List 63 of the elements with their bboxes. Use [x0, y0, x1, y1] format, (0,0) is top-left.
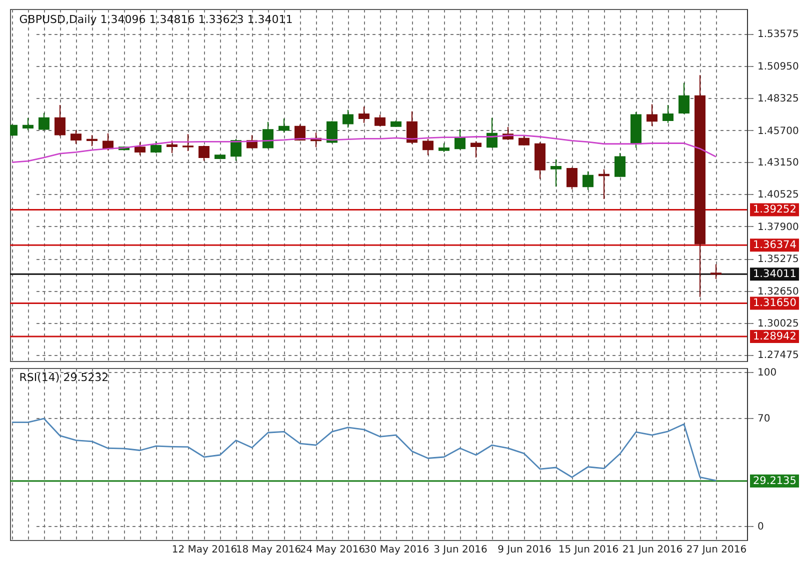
- ref-line-label: 29.2135: [753, 475, 796, 488]
- candlestick: [454, 128, 466, 150]
- x-tick-label: 15 Jun 2016: [558, 544, 619, 556]
- y-tick-label: 1.50950: [758, 61, 799, 72]
- ref-line-label: 1.31650: [753, 297, 796, 310]
- candlestick: [326, 120, 338, 144]
- x-tick-label: 9 Jun 2016: [498, 544, 552, 556]
- chart-title: GBPUSD,Daily 1.34096 1.34816 1.33623 1.34011: [19, 13, 293, 26]
- candlestick: [38, 112, 50, 131]
- candlestick: [230, 138, 242, 162]
- candlestick: [86, 134, 98, 147]
- candlestick: [54, 104, 66, 137]
- y-tick-label: 1.43150: [758, 157, 799, 168]
- candlestick: [486, 117, 498, 148]
- candlestick: [662, 104, 674, 124]
- y-tick-label: 1.37900: [758, 222, 799, 233]
- candlestick: [198, 144, 210, 162]
- chart-title: RSI(14) 29.5232: [19, 370, 109, 384]
- x-tick-label: 12 May 2016: [172, 544, 238, 556]
- y-tick-label: 1.35275: [758, 254, 799, 266]
- x-tick-label: 21 Jun 2016: [622, 544, 683, 556]
- candlestick: [22, 117, 34, 131]
- candlestick: [550, 158, 562, 188]
- ref-line-label: 1.34011: [753, 268, 796, 280]
- candlestick: [470, 140, 482, 158]
- y-tick-label: 1.45700: [758, 126, 799, 137]
- candlestick: [598, 168, 610, 200]
- candlestick: [374, 114, 386, 127]
- candlestick: [710, 264, 722, 280]
- candlestick: [182, 134, 194, 152]
- x-tick-label: 24 May 2016: [300, 544, 366, 556]
- candlestick: [134, 142, 146, 156]
- y-tick-label: 1.30025: [758, 318, 799, 330]
- candlestick: [582, 170, 594, 190]
- y-tick-label: 1.32650: [758, 286, 799, 298]
- x-tick-label: 30 May 2016: [364, 544, 430, 556]
- ref-line-label: 1.36374: [753, 239, 797, 252]
- ref-line-label: 1.39252: [753, 204, 796, 216]
- x-tick-label: 18 May 2016: [236, 544, 302, 556]
- candlestick: [566, 166, 578, 190]
- candlestick: [646, 104, 658, 127]
- y-tick-label: 70: [758, 414, 770, 425]
- line-series: [11, 418, 717, 482]
- candlestick: [70, 130, 82, 144]
- x-tick-label: 3 Jun 2016: [434, 544, 488, 556]
- x-tick-label: 27 Jun 2016: [686, 544, 747, 556]
- y-tick-label: 1.53575: [758, 29, 799, 40]
- candlestick: [278, 118, 290, 134]
- y-tick-label: 0: [758, 522, 764, 533]
- candlestick: [614, 152, 626, 178]
- candlestick: [358, 106, 370, 124]
- candlestick: [150, 140, 162, 154]
- candlestick: [422, 138, 434, 156]
- ref-line-label: 1.28942: [753, 330, 796, 343]
- candlestick: [406, 110, 418, 144]
- candlestick: [678, 82, 690, 114]
- y-tick-label: 1.27475: [758, 350, 799, 362]
- y-tick-label: 100: [758, 367, 777, 378]
- y-tick-label: 1.48325: [758, 94, 799, 105]
- candlestick: [166, 140, 178, 154]
- y-tick-label: 1.40525: [758, 190, 799, 201]
- candlestick: [518, 135, 530, 146]
- candlestick: [342, 109, 354, 128]
